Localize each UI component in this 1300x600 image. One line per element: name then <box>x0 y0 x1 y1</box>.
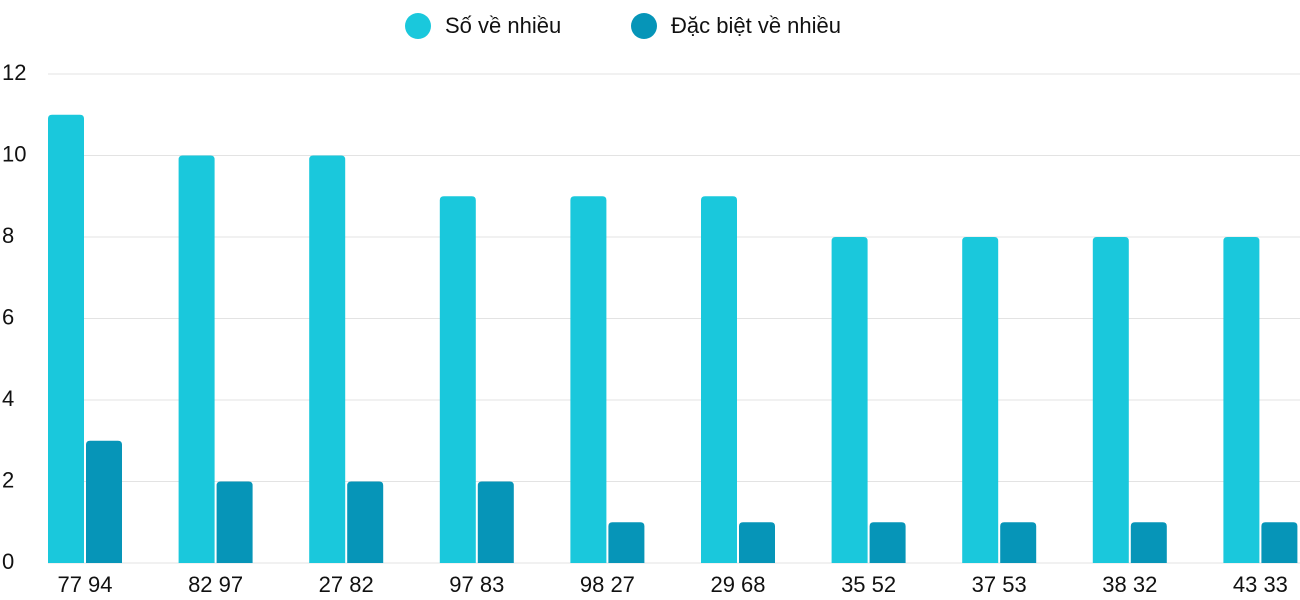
bar <box>48 114 84 563</box>
x-tick-label: 37 53 <box>972 572 1027 597</box>
bar <box>701 196 737 563</box>
bar <box>869 522 906 563</box>
x-tick-label: 98 27 <box>580 572 635 597</box>
bar <box>309 155 346 563</box>
bar <box>1000 522 1037 563</box>
bar <box>86 440 122 563</box>
legend-swatch <box>405 13 431 39</box>
x-tick-label: 35 52 <box>841 572 896 597</box>
x-tick-label: 27 82 <box>319 572 374 597</box>
bar <box>1261 522 1298 563</box>
bar <box>831 237 868 563</box>
x-tick-label: 97 83 <box>449 572 504 597</box>
legend-label: Số về nhiều <box>445 13 561 38</box>
bar <box>962 237 999 563</box>
legend-swatch <box>631 13 657 39</box>
bar <box>570 196 607 563</box>
legend-label: Đặc biệt về nhiều <box>671 13 841 38</box>
y-tick-label: 6 <box>2 304 14 329</box>
x-tick-label: 43 33 <box>1233 572 1288 597</box>
x-tick-label: 82 97 <box>188 572 243 597</box>
bar <box>608 522 645 563</box>
bar <box>347 481 384 563</box>
x-tick-label: 77 94 <box>57 572 112 597</box>
y-tick-label: 0 <box>2 549 14 574</box>
y-tick-label: 8 <box>2 223 14 248</box>
bar <box>739 522 775 563</box>
bar <box>1092 237 1129 563</box>
y-tick-label: 12 <box>2 60 26 85</box>
x-tick-label: 29 68 <box>710 572 765 597</box>
y-tick-label: 10 <box>2 141 26 166</box>
y-tick-label: 4 <box>2 386 14 411</box>
y-tick-label: 2 <box>2 467 14 492</box>
bar <box>216 481 253 563</box>
bar <box>1130 522 1167 563</box>
bar <box>1223 237 1260 563</box>
bar <box>477 481 514 563</box>
bar <box>178 155 215 563</box>
bar <box>439 196 476 563</box>
x-tick-label: 38 32 <box>1102 572 1157 597</box>
